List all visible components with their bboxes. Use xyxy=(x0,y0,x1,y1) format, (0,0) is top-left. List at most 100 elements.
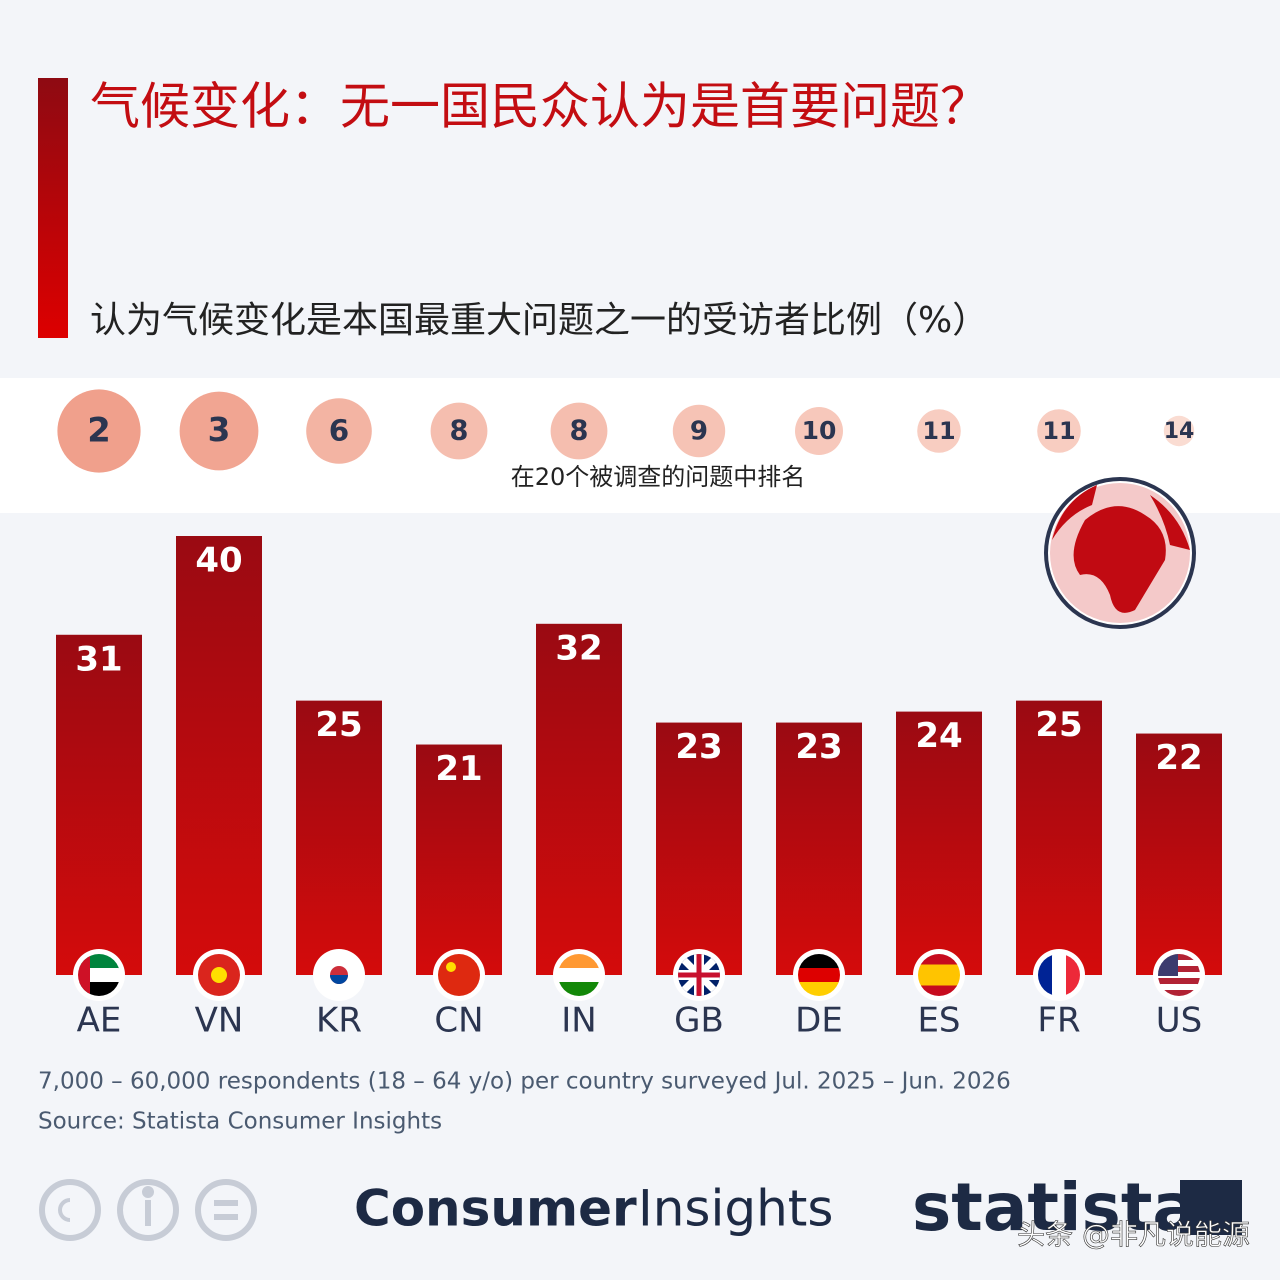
flag-stripe xyxy=(1158,960,1200,967)
value-label: 23 xyxy=(675,727,722,767)
bar xyxy=(1136,733,1222,975)
rank-circle xyxy=(306,398,372,464)
flag-body xyxy=(678,954,720,996)
watermark: 头条 @非凡说能源 xyxy=(1017,1218,1250,1251)
flag-star xyxy=(211,967,227,983)
bar xyxy=(656,722,742,975)
rank-label-value: 6 xyxy=(329,414,349,448)
globe-icon xyxy=(1044,477,1196,629)
bar xyxy=(176,536,262,975)
chart-title: 气候变化：无一国民众认为是首要问题？ xyxy=(90,78,990,136)
flag-stripe xyxy=(558,982,600,996)
flag-body xyxy=(78,954,120,996)
rank-circle xyxy=(1037,409,1081,453)
flag-stripe xyxy=(798,982,840,996)
flag-stripe xyxy=(1158,990,1200,996)
x-tick-label: DE xyxy=(795,1001,843,1041)
flag-stripe xyxy=(918,975,960,986)
rank-label-value: 8 xyxy=(450,416,469,447)
flag-hoist xyxy=(78,954,90,996)
x-tick-label: US xyxy=(1156,1001,1202,1041)
rank-circle xyxy=(917,409,961,453)
flag-stripe xyxy=(558,968,600,983)
rank-label-value: 11 xyxy=(1042,417,1075,445)
x-tick-label: ES xyxy=(917,1001,960,1041)
flag-star xyxy=(446,962,456,972)
bar xyxy=(1016,700,1102,975)
chart-subtitle: 认为气候变化是本国最重大问题之一的受访者比例（%） xyxy=(90,300,988,341)
flag-stripe xyxy=(558,954,600,969)
x-tick-label: VN xyxy=(195,1001,244,1041)
flag-stripe xyxy=(798,954,840,969)
flag xyxy=(1033,949,1085,1001)
flag-body xyxy=(438,954,480,996)
value-label: 31 xyxy=(75,639,122,679)
product-bold: Consumer xyxy=(354,1180,637,1238)
accent-bar xyxy=(38,78,68,338)
value-label: 21 xyxy=(435,749,482,789)
rank-label-value: 14 xyxy=(1164,419,1195,444)
rank-circle xyxy=(795,407,843,455)
flag xyxy=(193,949,245,1001)
flag-body xyxy=(798,954,840,996)
x-tick-label: IN xyxy=(561,1001,596,1041)
bar xyxy=(776,722,862,975)
flag-stripe xyxy=(1158,984,1200,991)
value-label: 25 xyxy=(1035,705,1082,745)
rank-label-value: 3 xyxy=(208,411,231,449)
rank-circle xyxy=(430,402,488,460)
flag-body xyxy=(318,954,360,996)
rank-circle xyxy=(550,402,608,460)
flag-body xyxy=(198,954,240,996)
bar xyxy=(896,711,982,975)
value-label: 32 xyxy=(555,628,602,668)
flag-stripe xyxy=(1158,978,1200,985)
brand: statista xyxy=(912,1169,1197,1246)
flag-body xyxy=(1158,954,1200,996)
rank-circle xyxy=(179,391,259,471)
flag-body xyxy=(1038,954,1080,996)
rank-circle xyxy=(57,389,141,473)
flag-stripe xyxy=(1158,972,1200,979)
rank-circle xyxy=(672,404,726,458)
value-label: 40 xyxy=(195,541,242,581)
rank-circle xyxy=(1163,415,1195,447)
value-label: 22 xyxy=(1155,738,1202,778)
bar xyxy=(416,744,502,975)
flag xyxy=(433,949,485,1001)
flag-stripe xyxy=(1038,954,1053,996)
flag xyxy=(793,949,845,1001)
flag-stripe xyxy=(918,964,960,976)
bar xyxy=(56,634,142,975)
rank-label-value: 11 xyxy=(922,417,955,445)
x-tick-label: GB xyxy=(674,1001,724,1041)
value-label: 24 xyxy=(915,716,962,756)
flag-stripe xyxy=(1158,966,1200,973)
flag xyxy=(313,949,365,1001)
brand-logo xyxy=(1180,1180,1242,1235)
rank-label-value: 10 xyxy=(802,416,837,445)
x-tick-label: FR xyxy=(1037,1001,1080,1041)
flag-body xyxy=(918,954,960,996)
flag-stripe xyxy=(1158,954,1200,961)
x-tick-label: CN xyxy=(434,1001,483,1041)
source: Source: Statista Consumer Insights xyxy=(38,1109,442,1135)
rank-label-value: 9 xyxy=(690,417,708,447)
flag-stripe xyxy=(438,954,480,996)
product-light: Insights xyxy=(638,1180,833,1238)
rank-label-value: 8 xyxy=(570,416,589,447)
flag xyxy=(553,949,605,1001)
x-tick-label: KR xyxy=(316,1001,362,1041)
value-label: 25 xyxy=(315,705,362,745)
flag-yang xyxy=(330,975,348,984)
flag-stripe xyxy=(918,954,960,965)
flag-body xyxy=(558,954,600,996)
value-label: 23 xyxy=(795,727,842,767)
flag-stripe xyxy=(1052,954,1067,996)
license-icons xyxy=(39,1179,257,1241)
bar xyxy=(296,700,382,975)
flag-stripe xyxy=(1066,954,1080,996)
flag-cross xyxy=(678,954,720,996)
x-tick-label: AE xyxy=(77,1001,122,1041)
